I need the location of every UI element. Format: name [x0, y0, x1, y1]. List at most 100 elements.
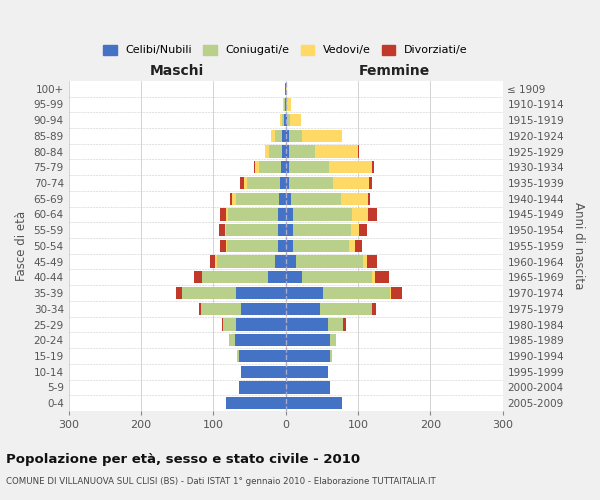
Bar: [292, 192, 341, 205]
Bar: [302, 130, 342, 142]
Bar: [369, 177, 373, 189]
Bar: [373, 271, 374, 283]
Bar: [275, 130, 282, 142]
Bar: [235, 334, 286, 346]
Bar: [320, 302, 373, 315]
Bar: [278, 224, 286, 236]
Bar: [293, 240, 349, 252]
Bar: [236, 318, 286, 330]
Bar: [226, 224, 278, 236]
Bar: [329, 161, 373, 173]
Bar: [289, 130, 302, 142]
Bar: [286, 82, 287, 95]
Bar: [223, 318, 236, 330]
Bar: [282, 146, 286, 158]
Bar: [219, 224, 225, 236]
Bar: [390, 287, 391, 299]
Bar: [286, 98, 287, 110]
Bar: [286, 271, 302, 283]
Bar: [176, 287, 182, 299]
Bar: [254, 161, 255, 173]
Bar: [286, 287, 323, 299]
Bar: [280, 177, 286, 189]
Bar: [268, 271, 286, 283]
Y-axis label: Anni di nascita: Anni di nascita: [572, 202, 585, 290]
Bar: [368, 192, 370, 205]
Bar: [286, 366, 328, 378]
Bar: [285, 98, 286, 110]
Bar: [284, 98, 285, 110]
Text: Popolazione per età, sesso e stato civile - 2010: Popolazione per età, sesso e stato civil…: [6, 452, 360, 466]
Bar: [271, 130, 275, 142]
Bar: [237, 350, 239, 362]
Bar: [332, 177, 369, 189]
Bar: [349, 240, 355, 252]
Bar: [293, 224, 350, 236]
Bar: [373, 302, 376, 315]
Bar: [302, 271, 373, 283]
Bar: [286, 114, 287, 126]
Bar: [275, 256, 286, 268]
Bar: [228, 208, 278, 220]
Bar: [286, 302, 320, 315]
Bar: [225, 224, 226, 236]
Legend: Celibi/Nubili, Coniugati/e, Vedovi/e, Divorziati/e: Celibi/Nubili, Coniugati/e, Vedovi/e, Di…: [99, 40, 472, 60]
Text: Maschi: Maschi: [150, 64, 204, 78]
Bar: [287, 114, 290, 126]
Bar: [286, 208, 293, 220]
Bar: [373, 161, 374, 173]
Bar: [244, 177, 247, 189]
Bar: [199, 302, 201, 315]
Bar: [241, 302, 286, 315]
Bar: [286, 256, 296, 268]
Bar: [286, 397, 342, 409]
Bar: [286, 192, 292, 205]
Bar: [358, 146, 359, 158]
Bar: [286, 334, 331, 346]
Bar: [209, 256, 215, 268]
Bar: [286, 161, 289, 173]
Bar: [296, 256, 363, 268]
Bar: [278, 240, 286, 252]
Bar: [314, 146, 358, 158]
Bar: [289, 161, 329, 173]
Bar: [229, 334, 235, 346]
Bar: [286, 382, 331, 394]
Bar: [226, 397, 286, 409]
Bar: [323, 287, 390, 299]
Bar: [293, 208, 352, 220]
Bar: [227, 240, 278, 252]
Bar: [226, 240, 227, 252]
Bar: [240, 177, 244, 189]
Bar: [241, 366, 286, 378]
Bar: [222, 318, 223, 330]
Bar: [220, 240, 226, 252]
Bar: [215, 256, 217, 268]
Bar: [359, 224, 367, 236]
Bar: [286, 146, 289, 158]
Bar: [286, 318, 328, 330]
Bar: [285, 82, 286, 95]
Bar: [265, 146, 269, 158]
Bar: [331, 334, 336, 346]
Bar: [230, 192, 232, 205]
Text: COMUNE DI VILLANUOVA SUL CLISI (BS) - Dati ISTAT 1° gennaio 2010 - Elaborazione : COMUNE DI VILLANUOVA SUL CLISI (BS) - Da…: [6, 478, 436, 486]
Bar: [182, 287, 236, 299]
Bar: [286, 240, 293, 252]
Bar: [367, 256, 377, 268]
Bar: [284, 114, 286, 126]
Text: Femmine: Femmine: [358, 64, 430, 78]
Bar: [289, 146, 314, 158]
Bar: [363, 256, 367, 268]
Bar: [239, 382, 286, 394]
Bar: [286, 350, 331, 362]
Bar: [286, 177, 289, 189]
Bar: [255, 161, 259, 173]
Bar: [289, 177, 332, 189]
Bar: [201, 302, 241, 315]
Bar: [286, 224, 293, 236]
Bar: [282, 114, 284, 126]
Bar: [226, 208, 228, 220]
Bar: [352, 208, 368, 220]
Bar: [368, 208, 377, 220]
